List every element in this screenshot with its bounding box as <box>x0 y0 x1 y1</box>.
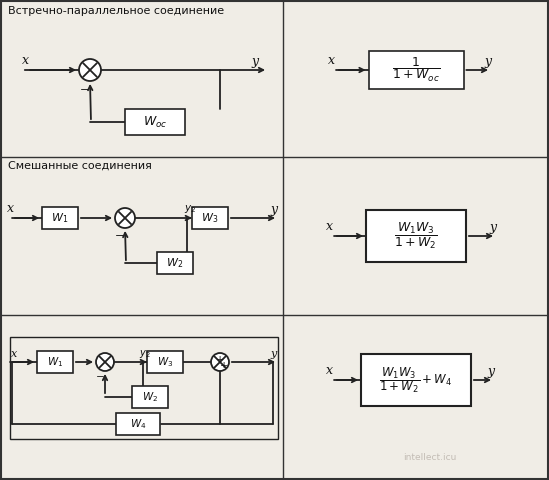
Bar <box>10 337 278 439</box>
Bar <box>192 207 228 229</box>
Text: y: y <box>488 364 495 377</box>
Bar <box>361 354 471 406</box>
Text: $y_2$: $y_2$ <box>184 203 196 215</box>
Text: $W_{oc}$: $W_{oc}$ <box>143 114 167 130</box>
Text: x: x <box>326 220 333 233</box>
Bar <box>125 109 185 135</box>
Text: x: x <box>328 55 334 68</box>
Text: x: x <box>7 203 14 216</box>
Circle shape <box>79 59 101 81</box>
Bar <box>37 351 73 373</box>
Circle shape <box>96 353 114 371</box>
Text: $\dfrac{1}{1+W_{oc}}$: $\dfrac{1}{1+W_{oc}}$ <box>392 56 440 84</box>
Text: y: y <box>271 349 277 359</box>
Bar <box>147 351 183 373</box>
Text: $W_1$: $W_1$ <box>47 355 63 369</box>
Bar <box>116 413 160 435</box>
Text: $W_4$: $W_4$ <box>130 417 146 431</box>
Text: +: + <box>216 356 224 364</box>
Bar <box>366 210 466 262</box>
Text: $W_2$: $W_2$ <box>166 256 183 270</box>
Text: $W_3$: $W_3$ <box>157 355 173 369</box>
Circle shape <box>211 353 229 371</box>
Text: −: − <box>80 85 89 95</box>
Text: y: y <box>251 55 259 68</box>
Text: y: y <box>271 203 278 216</box>
Text: x: x <box>11 349 17 359</box>
Text: y: y <box>484 55 491 68</box>
Text: $y_2$: $y_2$ <box>139 348 151 360</box>
Text: Смешанные соединения: Смешанные соединения <box>8 161 152 171</box>
Text: $W_2$: $W_2$ <box>142 390 158 404</box>
Text: x: x <box>21 55 29 68</box>
Text: intellect.icu: intellect.icu <box>404 453 457 462</box>
Circle shape <box>115 208 135 228</box>
Text: $W_1$: $W_1$ <box>52 211 69 225</box>
Text: −: − <box>115 231 125 241</box>
Bar <box>157 252 193 274</box>
Bar <box>132 386 168 408</box>
Text: y: y <box>490 220 496 233</box>
Text: $W_3$: $W_3$ <box>201 211 219 225</box>
Text: x: x <box>326 364 333 377</box>
Bar <box>368 51 463 89</box>
Text: Встречно-параллельное соединение: Встречно-параллельное соединение <box>8 6 224 16</box>
Text: +: + <box>220 361 228 371</box>
Bar <box>42 207 78 229</box>
Text: $\dfrac{W_1 W_3}{1+W_2}$: $\dfrac{W_1 W_3}{1+W_2}$ <box>394 221 438 251</box>
Text: $\dfrac{W_1 W_3}{1+W_2}+W_4$: $\dfrac{W_1 W_3}{1+W_2}+W_4$ <box>379 365 453 395</box>
Text: −: − <box>96 373 104 382</box>
